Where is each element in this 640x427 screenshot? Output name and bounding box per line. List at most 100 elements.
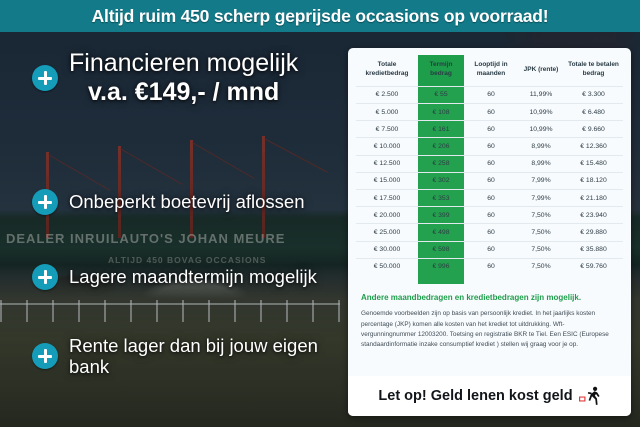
rates-notes: Andere maandbedragen en kredietbedragen …	[348, 284, 631, 351]
cell-apr: 10,99%	[518, 120, 564, 138]
cell-total-payable: € 3.300	[564, 85, 623, 104]
cell-total-payable: € 18.120	[564, 171, 623, 190]
dealership-sign-secondary: ALTIJD 450 BOVAG OCCASIONS	[108, 255, 267, 265]
cell-monthly-amount: € 55	[418, 85, 464, 104]
table-spacer-cell	[356, 275, 418, 284]
feature-label: Financieren mogelijk	[69, 49, 299, 77]
feature-text: Financieren mogelijk v.a. €149,- / mnd	[69, 49, 298, 107]
notes-body: Genoemde voorbeelden zijn op basis van p…	[361, 310, 609, 349]
cell-total-payable: € 35.880	[564, 240, 623, 259]
plus-icon	[32, 343, 58, 370]
feature-item-penalty-free-repayment: Onbeperkt boetevrij aflossen	[32, 189, 305, 215]
cell-term-months: 60	[464, 85, 518, 104]
cell-apr: 8,99%	[518, 154, 564, 173]
column-header-total-credit: Totale kredietbedrag	[365, 61, 409, 78]
table-row: € 12.500 € 258 60 8,99% € 15.480	[356, 154, 623, 173]
mast-pole	[118, 146, 121, 238]
feature-item-lower-interest: Rente lager dan bij jouw eigen bank	[32, 335, 348, 378]
cell-total-credit: € 20.000	[356, 206, 418, 224]
cell-monthly-amount: € 498	[418, 223, 464, 242]
cell-term-months: 60	[464, 120, 518, 138]
cell-apr: 7,50%	[518, 206, 564, 224]
running-man-warning-icon	[578, 386, 600, 405]
cell-monthly-amount: € 206	[418, 137, 464, 156]
table-row: € 15.000 € 302 60 7,99% € 18.120	[356, 171, 623, 190]
cell-total-credit: € 10.000	[356, 137, 418, 156]
cell-apr: 7,99%	[518, 188, 564, 207]
cell-monthly-amount: € 399	[418, 206, 464, 224]
feature-label: Onbeperkt boetevrij aflossen	[69, 191, 305, 213]
cell-monthly-amount: € 996	[418, 257, 464, 275]
table-row: € 30.000 € 598 60 7,50% € 35.880	[356, 240, 623, 259]
cell-monthly-amount: € 353	[418, 188, 464, 207]
rates-table-head: Totale kredietbedrag Termijn bedrag Loop…	[356, 55, 623, 87]
table-row: € 5.000 € 108 60 10,99% € 6.480	[356, 103, 623, 121]
plus-icon	[32, 65, 58, 91]
page-title: Altijd ruim 450 scherp geprijsde occasio…	[91, 5, 549, 26]
cell-term-months: 60	[464, 257, 518, 275]
mast-pole	[190, 140, 193, 238]
table-header-row: Totale kredietbedrag Termijn bedrag Loop…	[356, 55, 623, 87]
feature-list: Financieren mogelijk v.a. €149,- / mnd O…	[0, 32, 348, 427]
headline-bar: Altijd ruim 450 scherp geprijsde occasio…	[0, 0, 640, 32]
cell-total-payable: € 12.360	[564, 137, 623, 156]
cell-total-credit: € 17.500	[356, 188, 418, 207]
cell-term-months: 60	[464, 137, 518, 156]
column-header-apr: JPK (rente)	[523, 65, 559, 73]
cell-total-payable: € 59.760	[564, 257, 623, 275]
cell-term-months: 60	[464, 103, 518, 121]
feature-item-financing: Financieren mogelijk v.a. €149,- / mnd	[32, 49, 298, 107]
table-row: € 20.000 € 399 60 7,50% € 23.940	[356, 206, 623, 224]
cell-total-payable: € 15.480	[564, 154, 623, 173]
cell-total-credit: € 50.000	[356, 257, 418, 275]
rates-table-body: € 2.500 € 55 60 11,99% € 3.300 € 5.000 € 108 60…	[356, 85, 623, 284]
cell-apr: 7,50%	[518, 223, 564, 242]
cell-total-credit: € 15.000	[356, 171, 418, 190]
plus-icon	[32, 189, 58, 215]
rates-table: Totale kredietbedrag Termijn bedrag Loop…	[356, 55, 623, 284]
table-row-spacer	[356, 274, 623, 284]
cell-total-payable: € 6.480	[564, 103, 623, 121]
table-row: € 25.000 € 498 60 7,50% € 29.880	[356, 223, 623, 242]
cell-monthly-amount: € 161	[418, 120, 464, 138]
notes-heading: Andere maandbedragen en kredietbedragen …	[361, 292, 582, 302]
mast-pole	[262, 136, 265, 238]
fence-railing	[0, 300, 340, 322]
cell-term-months: 60	[464, 240, 518, 259]
cell-apr: 7,50%	[518, 257, 564, 275]
table-spacer-cell	[418, 274, 464, 284]
cell-apr: 10,99%	[518, 103, 564, 121]
cell-term-months: 60	[464, 188, 518, 207]
column-header-term-months: Looptijd in maanden	[474, 61, 508, 78]
table-row: € 10.000 € 206 60 8,99% € 12.360	[356, 137, 623, 156]
cell-total-credit: € 30.000	[356, 240, 418, 259]
cell-monthly-amount: € 258	[418, 154, 464, 173]
cell-total-payable: € 9.660	[564, 120, 623, 138]
column-header-total-payable: Totale te betalen bedrag	[568, 61, 619, 78]
table-row: € 2.500 € 55 60 11,99% € 3.300	[356, 85, 623, 104]
cell-apr: 7,99%	[518, 171, 564, 190]
cell-term-months: 60	[464, 171, 518, 190]
table-row: € 7.500 € 161 60 10,99% € 9.660	[356, 120, 623, 138]
table-spacer-cell	[518, 275, 564, 284]
cell-total-credit: € 5.000	[356, 103, 418, 121]
cell-total-payable: € 29.880	[564, 223, 623, 242]
warning-text: Let op! Geld lenen kost geld	[378, 388, 573, 404]
feature-sublabel: v.a. €149,- / mnd	[87, 78, 280, 106]
cell-total-credit: € 12.500	[356, 154, 418, 173]
table-row: € 50.000 € 996 60 7,50% € 59.760	[356, 257, 623, 275]
table-spacer-cell	[464, 275, 518, 284]
feature-item-lower-monthly-term: Lagere maandtermijn mogelijk	[32, 264, 317, 290]
cell-monthly-amount: € 598	[418, 240, 464, 259]
cell-apr: 11,99%	[518, 85, 564, 104]
warning-bar: Let op! Geld lenen kost geld	[348, 376, 631, 416]
cell-apr: 8,99%	[518, 137, 564, 156]
feature-label: Lagere maandtermijn mogelijk	[69, 266, 317, 288]
plus-icon	[32, 264, 58, 290]
dealership-sign-primary: DEALER INRUILAUTO'S JOHAN MEURE	[6, 231, 286, 246]
cell-total-credit: € 25.000	[356, 223, 418, 242]
rates-card: Totale kredietbedrag Termijn bedrag Loop…	[348, 48, 631, 416]
table-row: € 17.500 € 353 60 7,99% € 21.180	[356, 188, 623, 207]
feature-label: Rente lager dan bij jouw eigen bank	[69, 335, 318, 378]
